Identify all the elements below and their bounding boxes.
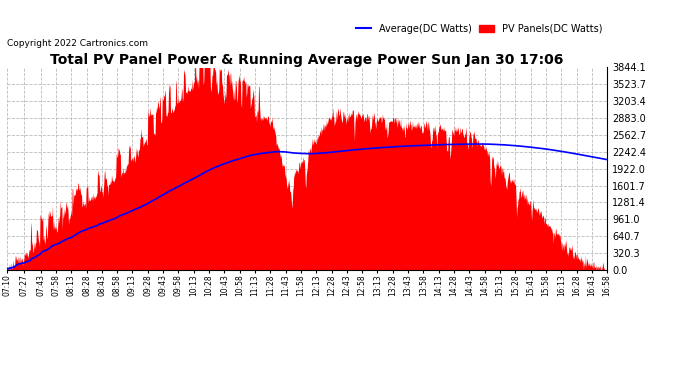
Text: Copyright 2022 Cartronics.com: Copyright 2022 Cartronics.com <box>7 39 148 48</box>
Title: Total PV Panel Power & Running Average Power Sun Jan 30 17:06: Total PV Panel Power & Running Average P… <box>50 54 564 68</box>
Legend: Average(DC Watts), PV Panels(DC Watts): Average(DC Watts), PV Panels(DC Watts) <box>357 24 602 34</box>
